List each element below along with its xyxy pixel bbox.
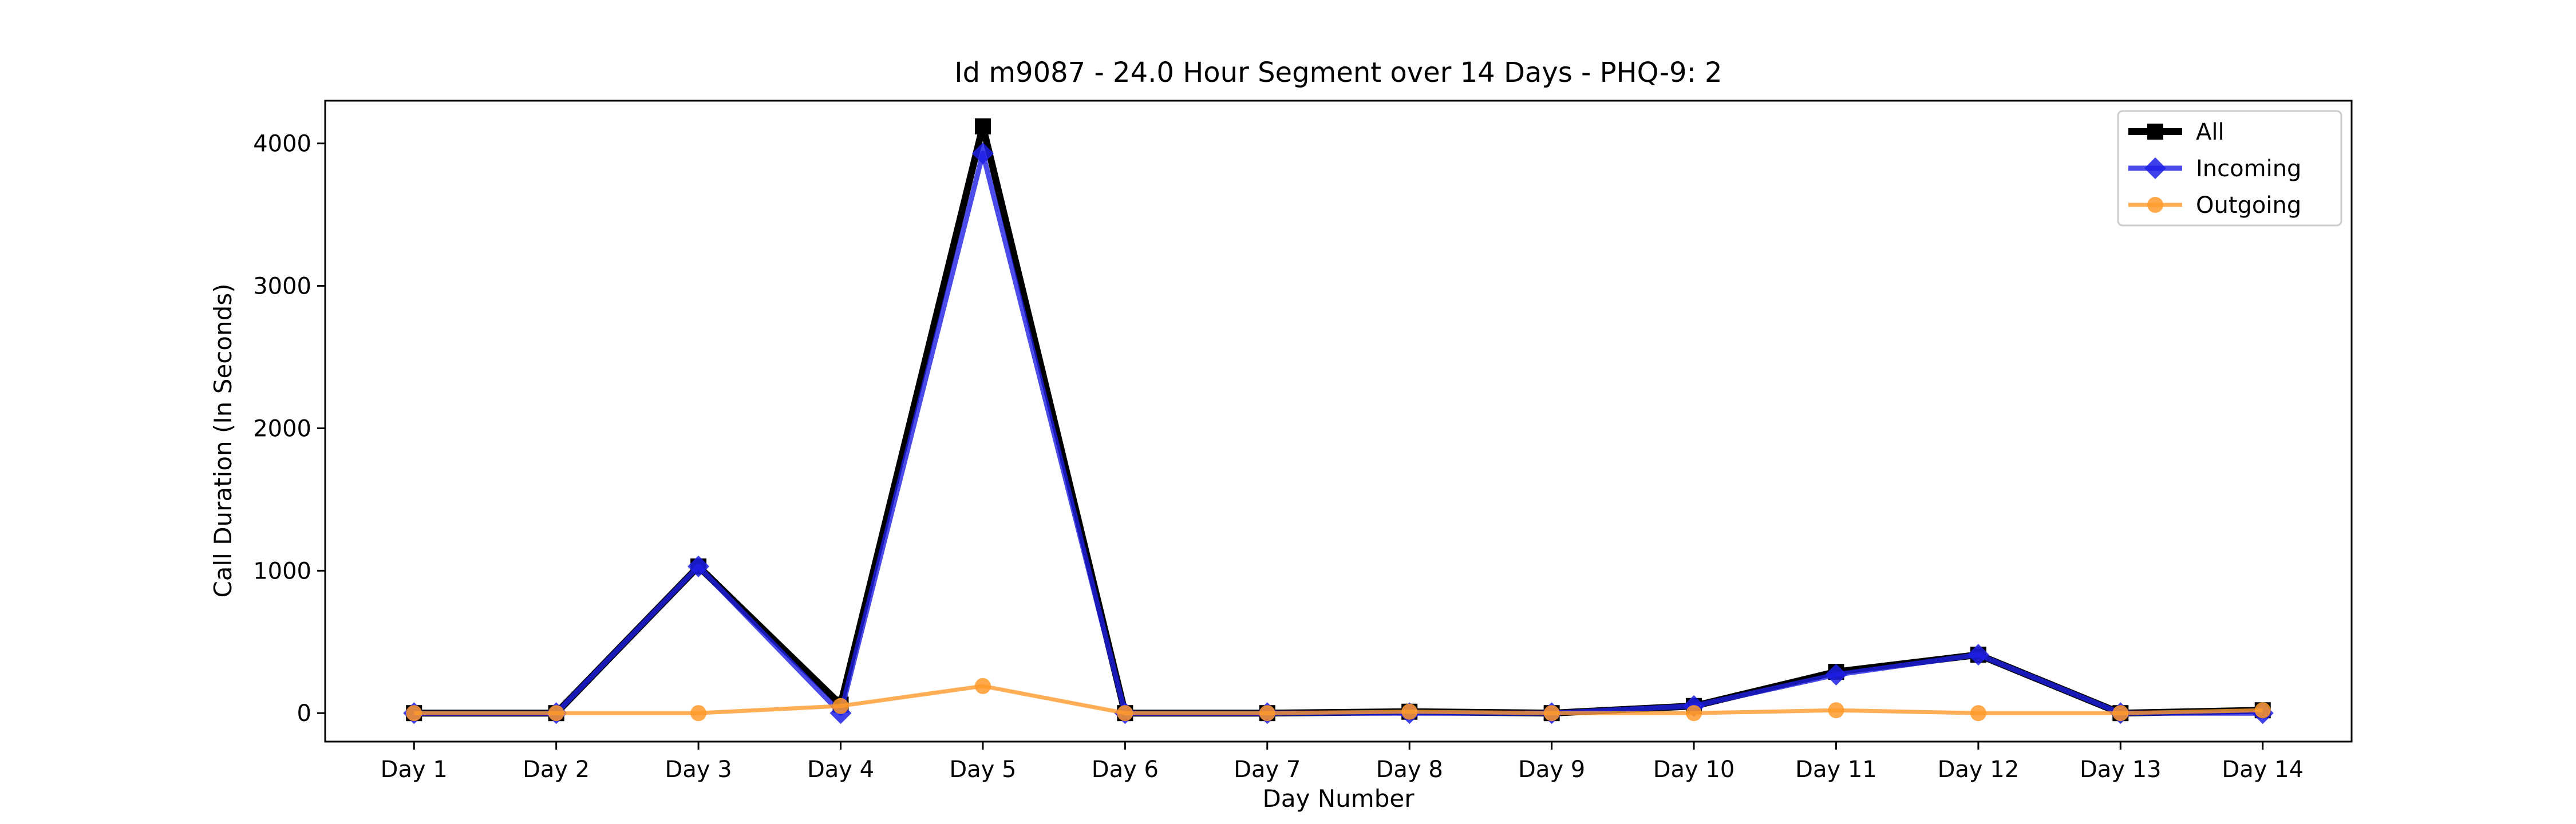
- y-axis: 0 1000 2000 3000 4000: [253, 131, 325, 727]
- series-incoming: [403, 142, 2274, 724]
- data-point: [1259, 705, 1275, 722]
- legend-item: Outgoing: [2128, 192, 2301, 219]
- data-point: [1825, 664, 1847, 686]
- x-tick-label: Day 3: [665, 756, 732, 783]
- data-point: [1543, 705, 1560, 722]
- legend-box: [2117, 110, 2342, 227]
- legend-swatch-marker: [2144, 157, 2166, 179]
- data-point: [548, 705, 564, 722]
- data-point: [688, 555, 710, 577]
- data-point: [1401, 703, 1418, 720]
- plot-frame: [324, 100, 2353, 743]
- y-axis-label: Call Duration (In Seconds): [209, 283, 237, 597]
- x-tick-label: Day 11: [1795, 756, 1877, 783]
- x-axis: Day 1 Day 2 Day 3 Day 4 Day 5 Day 6 Day 7 Day 8…: [381, 742, 2304, 783]
- x-tick-label: Day 6: [1092, 756, 1159, 783]
- x-tick-label: Day 9: [1518, 756, 1585, 783]
- plot-area: [324, 100, 2353, 743]
- y-tick-label: 4000: [253, 131, 311, 157]
- x-tick-label: Day 7: [1234, 756, 1301, 783]
- series-line: [414, 122, 2263, 717]
- series-all: [406, 118, 2271, 722]
- series-outgoing: [406, 678, 2271, 722]
- x-tick-label: Day 12: [1938, 756, 2020, 783]
- x-tick-label: Day 2: [523, 756, 590, 783]
- legend-swatch-marker: [2147, 124, 2163, 140]
- x-tick-label: Day 5: [949, 756, 1016, 783]
- data-point: [2112, 705, 2129, 722]
- data-point: [1828, 702, 1844, 719]
- legend-swatch-marker: [2147, 197, 2163, 213]
- data-point: [974, 678, 991, 694]
- x-axis-label: Day Number: [1262, 785, 1415, 813]
- data-point: [1117, 705, 1133, 722]
- legend-label: Incoming: [2196, 156, 2301, 182]
- legend-label: All: [2196, 119, 2225, 145]
- data-point: [974, 118, 991, 134]
- y-tick-label: 3000: [253, 274, 311, 300]
- data-point: [406, 705, 422, 722]
- x-tick-label: Day 8: [1376, 756, 1443, 783]
- series-layer: [403, 118, 2274, 724]
- data-point: [1970, 705, 1986, 722]
- data-point: [2254, 702, 2271, 719]
- x-tick-label: Day 14: [2222, 756, 2304, 783]
- series-line: [414, 684, 2263, 715]
- data-point: [1967, 644, 1989, 666]
- legend: All Incoming Outgoing: [2117, 110, 2342, 227]
- y-tick-label: 2000: [253, 415, 311, 442]
- legend-item: Incoming: [2128, 156, 2301, 182]
- data-point: [971, 142, 994, 165]
- x-tick-label: Day 10: [1653, 756, 1735, 783]
- data-point: [690, 705, 707, 722]
- x-tick-label: Day 13: [2080, 756, 2162, 783]
- legend-label: Outgoing: [2196, 192, 2301, 219]
- data-point: [1686, 705, 1702, 722]
- y-tick-label: 1000: [253, 558, 311, 584]
- data-point: [832, 698, 849, 714]
- chart-title: Id m9087 - 24.0 Hour Segment over 14 Day…: [954, 57, 1722, 89]
- series-line: [414, 150, 2263, 716]
- x-tick-label: Day 1: [381, 756, 448, 783]
- legend-item: All: [2128, 119, 2225, 145]
- x-tick-label: Day 4: [807, 756, 874, 783]
- y-tick-label: 0: [297, 700, 311, 727]
